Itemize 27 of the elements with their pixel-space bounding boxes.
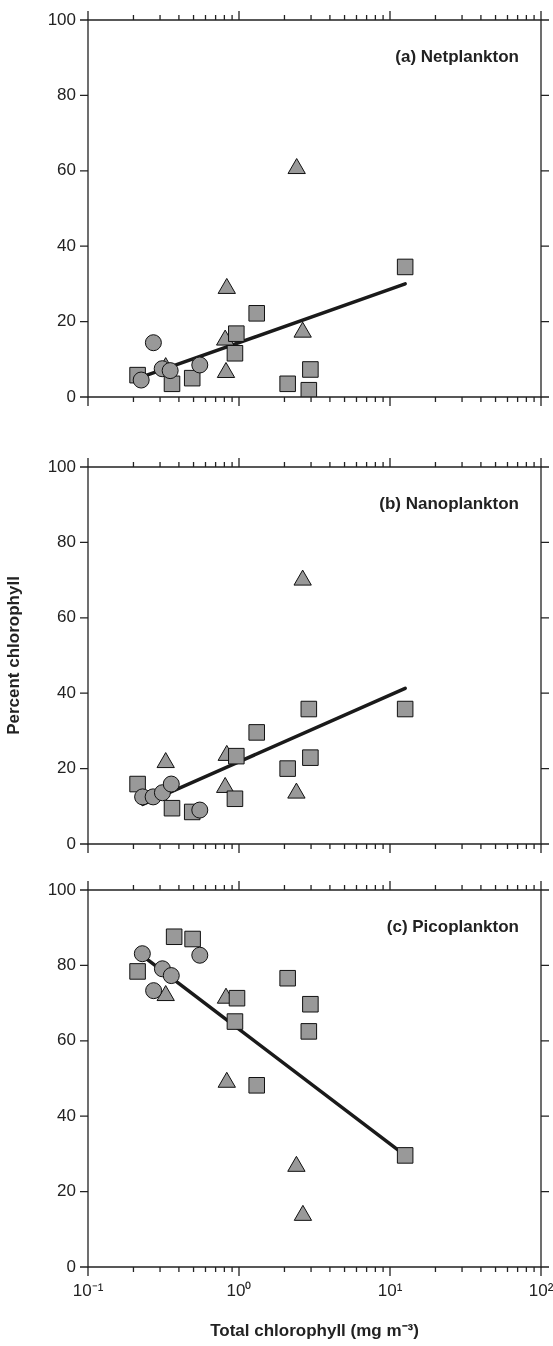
y-tick-label: 60	[57, 1030, 76, 1050]
y-tick-label: 20	[57, 311, 76, 331]
y-tick-label: 20	[57, 1181, 76, 1201]
y-tick-label: 80	[57, 85, 76, 105]
text: (b) Nanoplankton	[379, 493, 519, 513]
y-tick-label: 100	[47, 879, 76, 899]
y-tick-label: 100	[47, 456, 76, 476]
y-tick-label: 0	[66, 1256, 76, 1276]
y-axis-title: Percent chlorophyll	[3, 576, 23, 735]
y-tick-label: 40	[57, 235, 76, 255]
y-tick-label: 40	[57, 682, 76, 702]
y-tick-label: 100	[47, 9, 76, 29]
y-tick-label: 0	[66, 386, 76, 406]
y-tick-label: 20	[57, 758, 76, 778]
y-tick-label: 0	[66, 833, 76, 853]
y-tick-label: 80	[57, 955, 76, 975]
x-tick-label: 10⁻¹	[72, 1280, 104, 1300]
text: (a) Netplankton	[395, 46, 519, 66]
y-tick-label: 80	[57, 532, 76, 552]
y-tick-label: 60	[57, 607, 76, 627]
x-tick-label: 10²	[528, 1280, 553, 1300]
y-tick-label: 60	[57, 160, 76, 180]
text: (c) Picoplankton	[386, 916, 519, 936]
x-axis-title: Total chlorophyll (mg m⁻³)	[210, 1321, 419, 1341]
x-tick-label: 10⁰	[226, 1280, 252, 1300]
x-tick-label: 10¹	[377, 1280, 403, 1300]
y-tick-label: 40	[57, 1105, 76, 1125]
